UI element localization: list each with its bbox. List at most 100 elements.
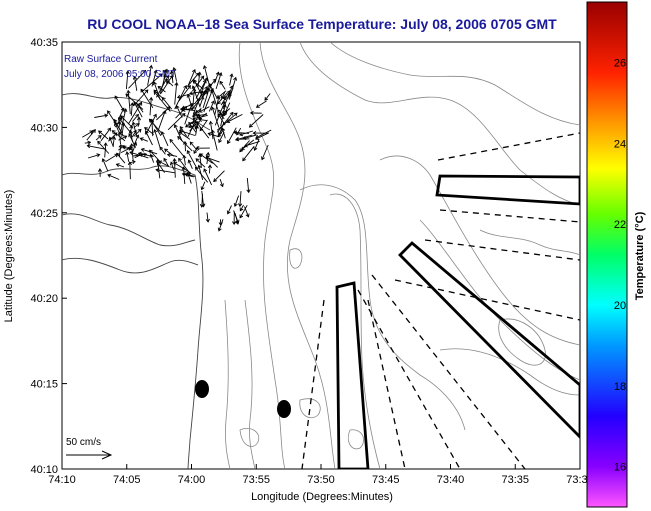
current-vector-head	[129, 124, 134, 129]
current-vector	[261, 144, 269, 160]
current-vector	[177, 92, 196, 98]
current-vector-head	[127, 146, 132, 151]
current-vector	[149, 149, 161, 163]
current-vector	[188, 124, 198, 128]
current-vector-head	[199, 127, 204, 132]
current-vector	[121, 122, 125, 137]
current-vector-head	[226, 140, 231, 145]
current-vector-head	[157, 85, 162, 90]
current-vector-head	[117, 120, 122, 125]
current-vector	[150, 154, 155, 163]
current-vector	[185, 173, 196, 177]
current-vector-head	[160, 131, 165, 136]
current-vector-head	[239, 214, 244, 219]
current-vector	[123, 146, 134, 151]
current-vector-head	[184, 123, 189, 128]
bathy-contour-10	[439, 348, 580, 396]
current-vector-head	[131, 160, 136, 165]
current-vector	[100, 127, 111, 142]
current-vector-head	[158, 73, 163, 78]
current-vector	[125, 70, 129, 90]
current-vector	[166, 75, 174, 84]
current-vector	[127, 102, 142, 125]
current-vector-head	[172, 157, 177, 162]
current-vector-head	[210, 106, 215, 111]
current-vector-head	[140, 147, 145, 152]
current-vector	[145, 130, 153, 146]
current-vector-head	[205, 156, 210, 161]
current-vector-head	[153, 128, 158, 134]
current-vector	[201, 181, 206, 190]
x-tick-label: 74:00	[178, 474, 206, 486]
current-vector-head	[120, 107, 125, 112]
station-marker-2	[277, 400, 291, 418]
current-vector	[84, 141, 91, 144]
current-vector-head	[136, 103, 141, 107]
current-vector	[94, 114, 108, 118]
current-vector	[206, 212, 209, 222]
current-vector-head	[103, 142, 108, 147]
current-vector-head	[228, 93, 232, 98]
current-vector	[239, 191, 242, 207]
current-vector	[153, 91, 171, 112]
current-vector-head	[191, 69, 196, 74]
current-vector-head	[191, 113, 196, 119]
current-vector-head	[164, 148, 168, 153]
current-vector-head	[178, 157, 182, 162]
x-tick-label: 74:10	[48, 474, 76, 486]
current-vector	[239, 204, 244, 211]
current-vector-head	[239, 207, 244, 212]
current-vector	[206, 156, 220, 163]
current-vector	[246, 177, 250, 193]
current-vector-head	[179, 126, 184, 130]
current-vector-head	[158, 160, 163, 165]
current-vector-head	[120, 145, 125, 149]
current-vector-head	[217, 133, 222, 138]
current-vector-head	[191, 85, 196, 90]
current-vector	[202, 88, 210, 109]
current-vector-head	[194, 166, 199, 171]
current-vector	[201, 193, 203, 208]
y-tick-label: 40:30	[30, 122, 58, 134]
coastline-ocean	[62, 165, 204, 469]
current-vector	[187, 72, 200, 87]
current-vector	[118, 121, 121, 129]
current-vector	[87, 154, 100, 159]
current-vector	[244, 140, 260, 147]
current-vector	[141, 148, 158, 155]
current-vector	[234, 213, 239, 225]
current-vector-head	[186, 150, 191, 155]
current-vector-head	[111, 130, 116, 134]
current-vector	[133, 134, 139, 147]
current-vector	[140, 137, 148, 142]
current-vector-head	[245, 213, 250, 218]
radial-5	[371, 274, 526, 469]
current-vector	[216, 112, 234, 133]
x-tick-label: 74:05	[113, 474, 141, 486]
current-vector-head	[218, 139, 222, 144]
current-vector	[161, 131, 169, 147]
colorbar-tick-label: 22	[614, 219, 626, 231]
current-vector	[141, 73, 163, 93]
x-tick-label: 73:40	[437, 474, 465, 486]
current-vector	[120, 115, 133, 128]
current-vector	[173, 158, 176, 178]
current-vector-head	[211, 100, 215, 105]
current-vector-head	[264, 96, 269, 101]
current-vector-head	[144, 127, 148, 131]
y-tick-label: 40:20	[30, 293, 58, 305]
current-vector	[222, 108, 231, 115]
current-vector	[203, 168, 213, 186]
current-vector-head	[150, 118, 154, 123]
current-vector-head	[226, 119, 231, 124]
y-tick-label: 40:25	[30, 208, 58, 220]
current-vector	[187, 150, 198, 170]
current-vector	[199, 153, 213, 164]
current-vector	[185, 120, 196, 128]
radial-6	[357, 289, 461, 469]
current-vector	[176, 105, 183, 118]
current-vector	[117, 108, 125, 120]
current-vector	[239, 205, 248, 218]
current-vector-head	[181, 166, 186, 171]
